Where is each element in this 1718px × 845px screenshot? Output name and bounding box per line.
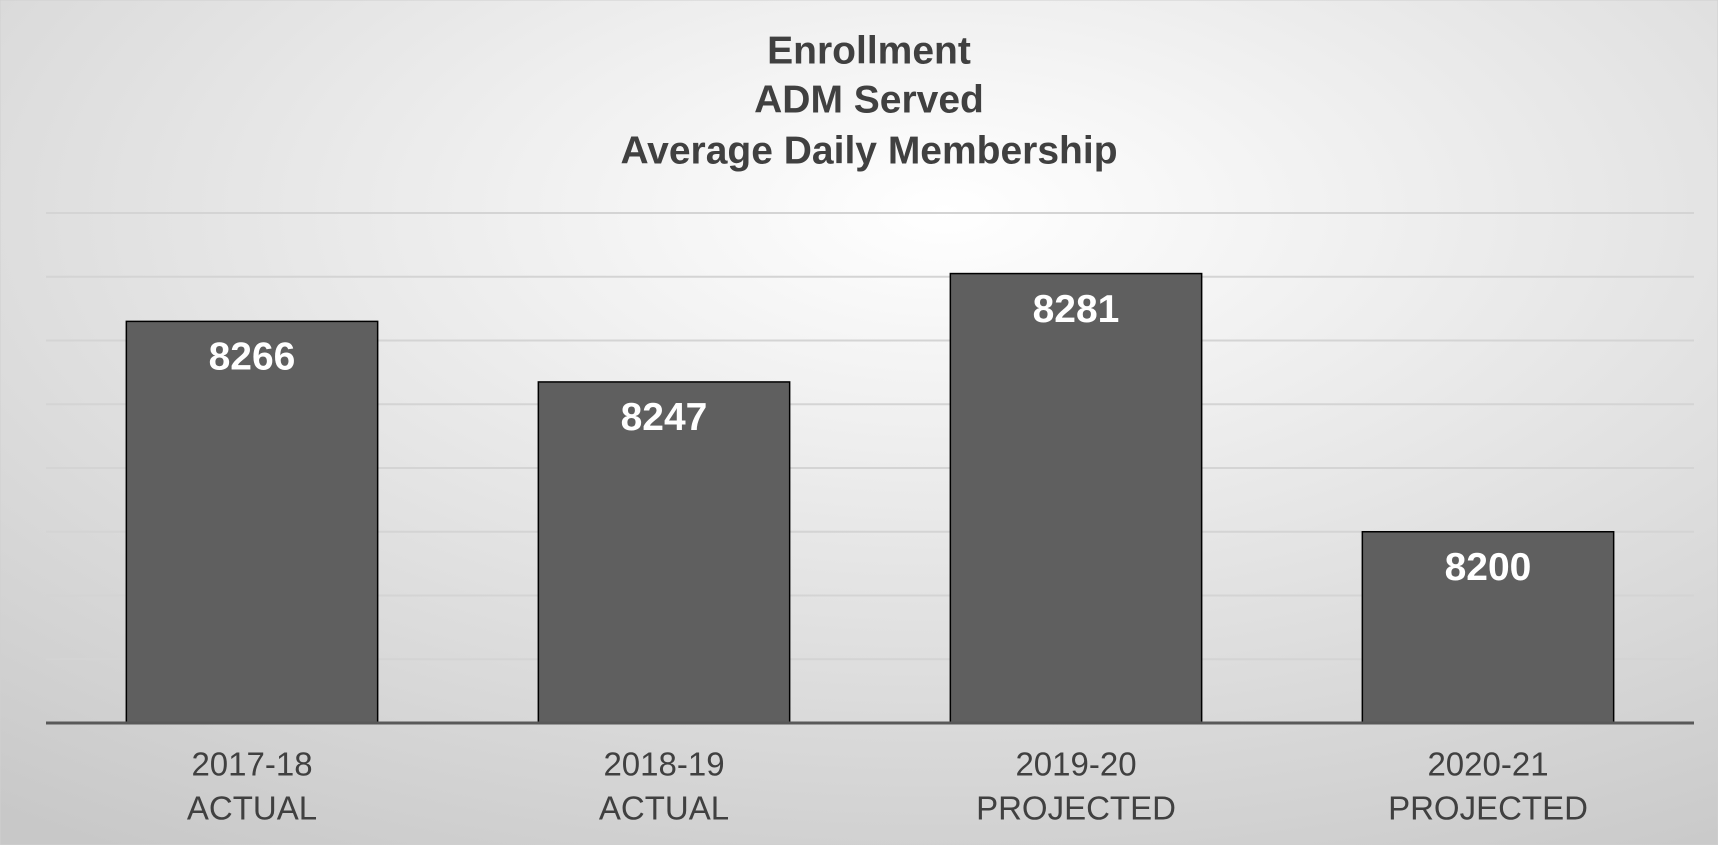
data-label: 8281 (1033, 288, 1120, 331)
chart-title: Average Daily Membership (620, 129, 1117, 172)
x-tick-label: PROJECTED (976, 790, 1176, 827)
bar (949, 272, 1203, 724)
bar (125, 320, 379, 724)
data-label: 8200 (1445, 546, 1532, 589)
x-tick-label: 2020-21 (1427, 746, 1548, 783)
x-tick-label: 2017-18 (191, 746, 312, 783)
x-tick-label: 2019-20 (1015, 746, 1136, 783)
bar (1361, 531, 1615, 724)
x-tick-label: ACTUAL (187, 790, 317, 827)
x-tick-label: 2018-19 (603, 746, 724, 783)
data-label: 8266 (209, 336, 296, 379)
chart-title: ADM Served (754, 78, 984, 121)
bar (537, 381, 791, 724)
x-tick-label: ACTUAL (599, 790, 729, 827)
data-label: 8247 (621, 396, 708, 439)
x-tick-label: PROJECTED (1388, 790, 1588, 827)
chart-title: Enrollment (767, 29, 971, 72)
